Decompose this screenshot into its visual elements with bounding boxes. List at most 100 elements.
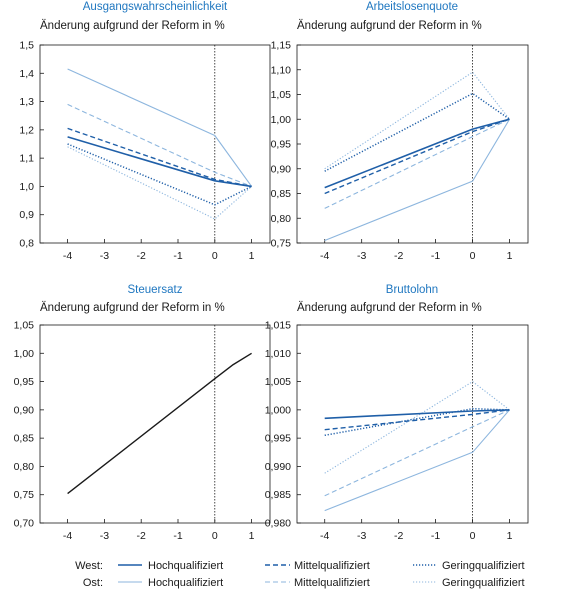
series-line-west-hochqualifiziert bbox=[324, 118, 510, 189]
series-line-west-geringqualifiziert bbox=[67, 143, 252, 206]
series-line-west-hochqualifiziert bbox=[324, 409, 510, 420]
y-tick-label: 0,95 bbox=[271, 139, 292, 151]
panel-title: Ausgangswahrscheinlichkeit bbox=[83, 1, 228, 13]
series-line-ost-hochqualifiziert bbox=[67, 68, 253, 187]
y-tick-label: 1,4 bbox=[19, 68, 34, 80]
x-tick-label: -2 bbox=[394, 250, 403, 262]
series-line-ost-mittelqualifiziert bbox=[324, 118, 510, 209]
y-tick-label: 1,2 bbox=[19, 124, 34, 136]
x-tick-label: -1 bbox=[173, 250, 182, 262]
panel-title: Steuersatz bbox=[128, 284, 183, 296]
y-tick-label: 0,85 bbox=[14, 433, 35, 445]
y-tick-label: 1,05 bbox=[271, 89, 292, 101]
plot-frame bbox=[39, 324, 271, 524]
x-tick-label: 0 bbox=[470, 530, 476, 542]
x-tick-label: -3 bbox=[100, 250, 109, 262]
series-line-west-mittelqualifiziert bbox=[324, 409, 510, 431]
series-line-ost-mittelqualifiziert bbox=[324, 409, 510, 497]
panel-title: Bruttolohn bbox=[386, 284, 438, 296]
x-tick-label: -4 bbox=[63, 250, 72, 262]
series-line-ost-geringqualifiziert bbox=[67, 146, 252, 220]
y-tick-label: 1,010 bbox=[265, 348, 291, 360]
y-tick-label: 0,90 bbox=[271, 163, 292, 175]
y-tick-label: 0,70 bbox=[14, 518, 35, 530]
y-tick-label: 1,10 bbox=[271, 64, 292, 76]
y-tick-label: 0,980 bbox=[265, 518, 291, 530]
y-tick-label: 1,3 bbox=[19, 96, 34, 108]
y-tick-label: 0,80 bbox=[271, 213, 292, 225]
series-line-west-geringqualifiziert bbox=[324, 407, 510, 437]
legend-entry-ost-hochqualifiziert: Hochqualifiziert bbox=[148, 577, 223, 589]
legend-west-label: West: bbox=[75, 560, 103, 572]
legend-ost-label: Ost: bbox=[83, 577, 103, 589]
plot-frame bbox=[296, 324, 529, 524]
x-tick-label: 1 bbox=[507, 250, 513, 262]
x-tick-label: -2 bbox=[137, 530, 146, 542]
legend-entry-west-geringqualifiziert: Geringqualifiziert bbox=[442, 560, 525, 572]
legend-entry-ost-mittelqualifiziert: Mittelqualifiziert bbox=[294, 577, 370, 589]
x-tick-label: -3 bbox=[357, 250, 366, 262]
series-line-ost-geringqualifiziert bbox=[324, 381, 510, 474]
y-tick-label: 0,80 bbox=[14, 461, 35, 473]
y-tick-label: 0,995 bbox=[265, 433, 291, 445]
y-tick-label: 0,9 bbox=[19, 209, 34, 221]
plot-frame bbox=[296, 44, 529, 244]
x-tick-label: 1 bbox=[249, 250, 255, 262]
y-tick-label: 1,00 bbox=[271, 114, 292, 126]
y-tick-label: 0,95 bbox=[14, 376, 35, 388]
y-tick-label: 1,05 bbox=[14, 320, 35, 332]
x-tick-label: 0 bbox=[212, 250, 218, 262]
y-tick-label: 0,985 bbox=[265, 489, 291, 501]
y-tick-label: 0,990 bbox=[265, 461, 291, 473]
y-tick-label: 1,00 bbox=[14, 348, 35, 360]
y-tick-label: 1,005 bbox=[265, 376, 291, 388]
chart-panel-3: Steuersatz Änderung aufgrund der Reform i… bbox=[14, 284, 271, 542]
chart-panel-1: Ausgangswahrscheinlichkeit Änderung aufgr… bbox=[19, 1, 271, 262]
legend-entry-west-mittelqualifiziert: Mittelqualifiziert bbox=[294, 560, 370, 572]
plot-frame bbox=[39, 44, 271, 244]
panel-subtitle: Änderung aufgrund der Reform in % bbox=[297, 20, 482, 32]
x-tick-label: 0 bbox=[212, 530, 218, 542]
legend-entry-west-hochqualifiziert: Hochqualifiziert bbox=[148, 560, 223, 572]
y-tick-label: 1,1 bbox=[19, 153, 34, 165]
chart-panel-2: Arbeitslosenquote Änderung aufgrund der R… bbox=[271, 1, 529, 262]
y-tick-label: 1,15 bbox=[271, 40, 292, 52]
y-tick-label: 0,8 bbox=[19, 238, 34, 250]
x-tick-label: -4 bbox=[320, 250, 329, 262]
x-tick-label: -3 bbox=[357, 530, 366, 542]
series-line-series-line bbox=[67, 352, 252, 495]
chart-panel-4: Bruttolohn Änderung aufgrund der Reform i… bbox=[265, 284, 529, 542]
x-tick-label: -1 bbox=[173, 530, 182, 542]
x-tick-label: -4 bbox=[63, 530, 72, 542]
x-tick-label: -3 bbox=[100, 530, 109, 542]
x-tick-label: 1 bbox=[249, 530, 255, 542]
series-line-ost-hochqualifiziert bbox=[324, 118, 510, 242]
series-line-west-mittelqualifiziert bbox=[324, 118, 510, 195]
series-line-ost-hochqualifiziert bbox=[324, 409, 510, 512]
x-tick-label: -1 bbox=[431, 250, 440, 262]
x-tick-label: 0 bbox=[470, 250, 476, 262]
x-tick-label: -1 bbox=[431, 530, 440, 542]
panel-subtitle: Änderung aufgrund der Reform in % bbox=[40, 20, 225, 32]
y-tick-label: 0,75 bbox=[271, 238, 292, 250]
legend: West: Hochqualifiziert Mittelqualifiziert G… bbox=[75, 560, 524, 589]
panel-subtitle: Änderung aufgrund der Reform in % bbox=[297, 302, 482, 314]
y-tick-label: 0,75 bbox=[14, 489, 35, 501]
series-line-west-geringqualifiziert bbox=[324, 92, 510, 172]
y-tick-label: 1,5 bbox=[19, 40, 34, 52]
x-tick-label: -2 bbox=[137, 250, 146, 262]
y-tick-label: 0,90 bbox=[14, 404, 35, 416]
legend-entry-ost-geringqualifiziert: Geringqualifiziert bbox=[442, 577, 525, 589]
series-line-west-hochqualifiziert bbox=[67, 136, 252, 188]
y-tick-label: 1,0 bbox=[19, 181, 34, 193]
panel-subtitle: Änderung aufgrund der Reform in % bbox=[40, 302, 225, 314]
y-tick-label: 1,015 bbox=[265, 320, 291, 332]
x-tick-label: -4 bbox=[320, 530, 329, 542]
x-tick-label: 1 bbox=[507, 530, 513, 542]
x-tick-label: -2 bbox=[394, 530, 403, 542]
y-tick-label: 0,85 bbox=[271, 188, 292, 200]
series-line-west-mittelqualifiziert bbox=[67, 127, 252, 188]
series-line-ost-mittelqualifiziert bbox=[67, 103, 252, 187]
panel-title: Arbeitslosenquote bbox=[366, 1, 458, 13]
